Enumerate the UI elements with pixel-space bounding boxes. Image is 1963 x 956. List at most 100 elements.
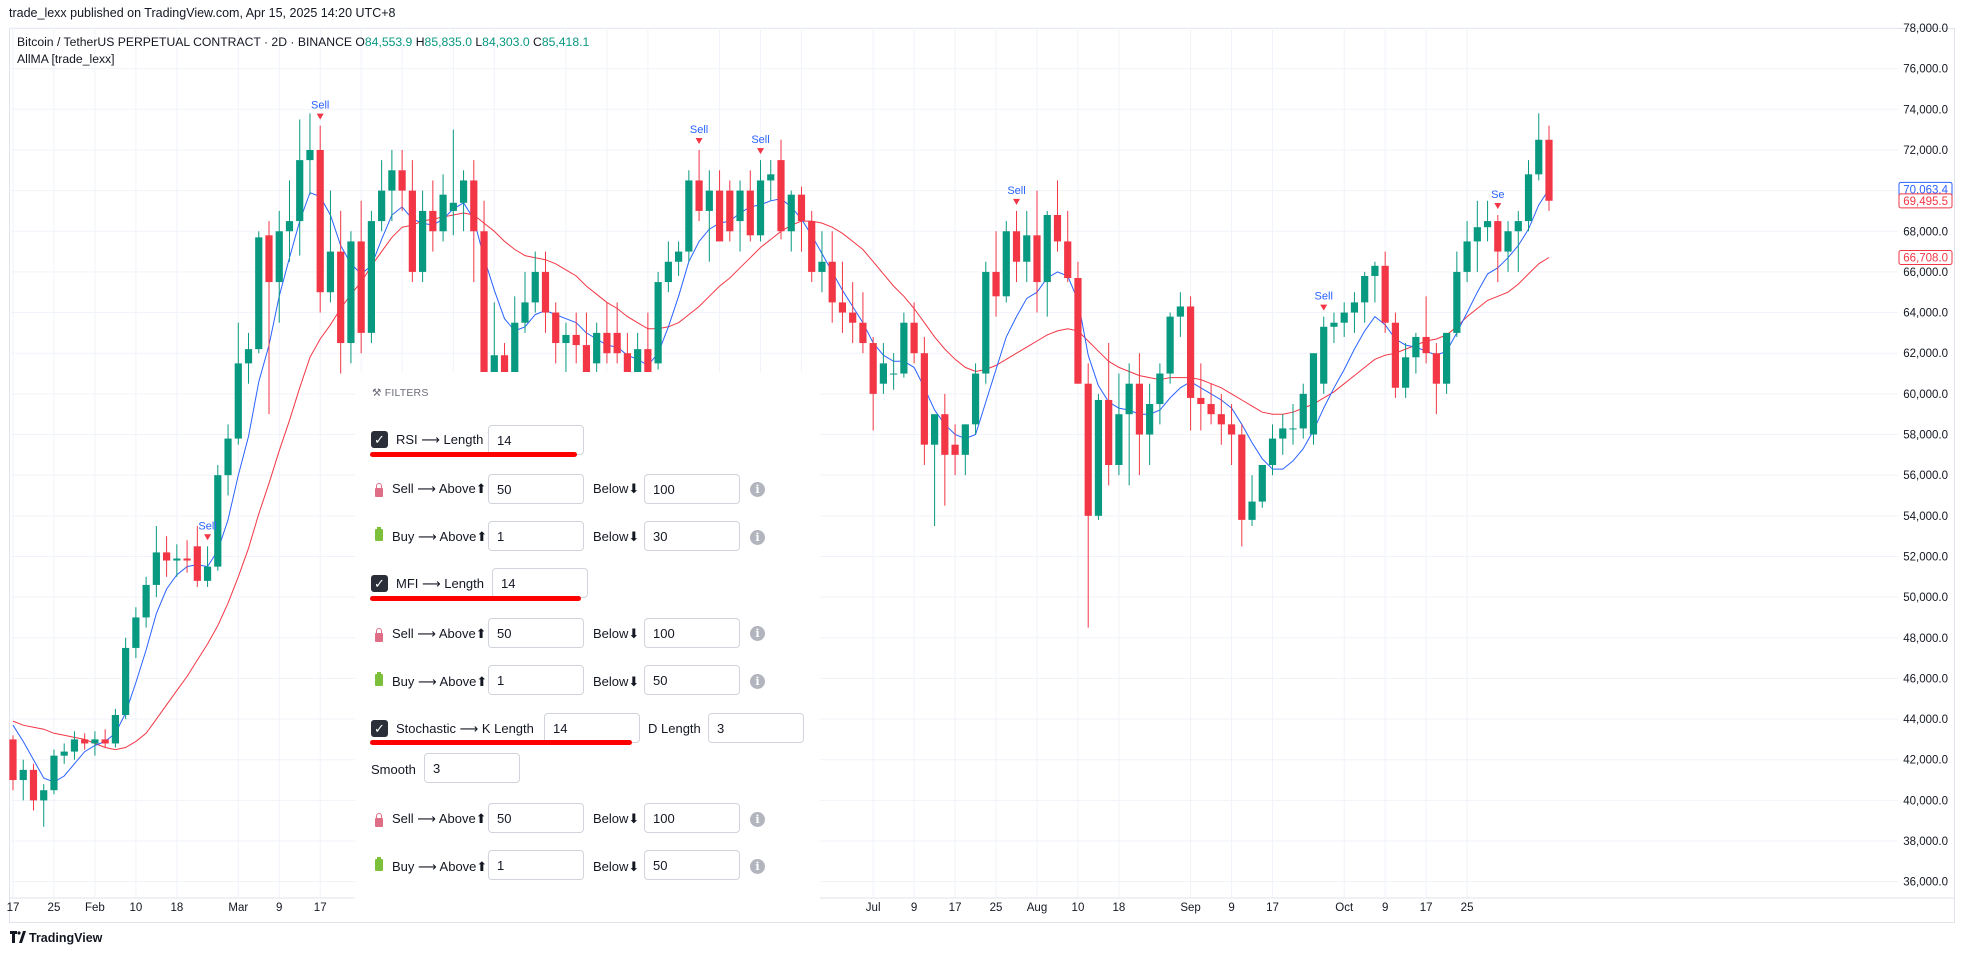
candle-body <box>644 349 652 378</box>
stochastic-d-length-label: D Length <box>648 721 701 736</box>
mfi-sell-above-input[interactable]: 50 <box>488 618 584 648</box>
candle <box>1279 414 1287 455</box>
y-tick-label: 66,000.0 <box>1903 267 1948 279</box>
info-icon[interactable]: i <box>750 859 765 874</box>
candle <box>1320 316 1328 394</box>
legend-row-symbol: Bitcoin / TetherUS PERPETUAL CONTRACT · … <box>17 34 589 51</box>
rsi-checkbox[interactable]: ✓ <box>371 431 388 448</box>
candle-body <box>1227 424 1236 435</box>
candle <box>296 119 304 256</box>
indicator-name[interactable]: AllMA [trade_lexx] <box>17 52 115 66</box>
candle-body <box>439 194 447 232</box>
candle-body <box>459 180 468 203</box>
highlight-underline <box>370 452 577 457</box>
highlight-underline <box>370 596 581 601</box>
candle <box>685 170 693 262</box>
candle <box>777 139 785 240</box>
candle <box>101 729 109 748</box>
candle <box>736 180 744 252</box>
filters-header-label: FILTERS <box>384 387 429 399</box>
info-icon[interactable]: i <box>750 482 765 497</box>
info-icon[interactable]: i <box>750 674 765 689</box>
candle-body <box>541 271 550 313</box>
filters-panel: ⚒ FILTERS ✓ RSI ⟶ Length 14 Sell ⟶ Above… <box>355 372 820 915</box>
candle <box>1258 465 1266 508</box>
stochastic-buy-below-input[interactable]: 50 <box>644 850 740 880</box>
x-tick-label: 9 <box>1382 902 1388 914</box>
candle-body <box>203 566 212 581</box>
candle-body <box>736 190 744 222</box>
rsi-length-input[interactable]: 14 <box>488 425 584 455</box>
candle <box>1197 363 1205 431</box>
candle-body <box>675 251 683 262</box>
candle-body <box>849 312 857 323</box>
candle <box>1248 475 1256 526</box>
stochastic-sell-above-input[interactable]: 50 <box>488 803 584 833</box>
y-tick-label: 64,000.0 <box>1903 308 1948 320</box>
candle-body <box>1432 353 1440 384</box>
candle-body <box>634 349 642 374</box>
candle-body <box>1289 428 1297 430</box>
lock-icon <box>375 813 383 827</box>
candle-body <box>163 552 171 561</box>
candle-body <box>265 235 273 283</box>
candle <box>9 735 17 791</box>
x-tick-label: 18 <box>170 902 183 914</box>
sell-triangle-icon <box>1320 304 1328 311</box>
sell-signal-label: Sell <box>690 124 708 136</box>
candle <box>1227 404 1236 465</box>
mfi-buy-above-input[interactable]: 1 <box>488 665 584 695</box>
candle <box>173 544 181 577</box>
rsi-sell-below-input[interactable]: 100 <box>644 474 740 504</box>
sell-signals: Sell Sell Sell Sell Sell Sell Se <box>198 100 1505 541</box>
candle-body <box>879 363 887 384</box>
y-tick-label: 50,000.0 <box>1903 592 1948 604</box>
below-label: Below⬇ <box>593 674 640 689</box>
battery-icon <box>375 857 383 871</box>
candle-body <box>9 739 17 781</box>
sell-triangle-icon <box>1013 198 1021 205</box>
stochastic-checkbox[interactable]: ✓ <box>371 720 388 737</box>
candle <box>1330 312 1338 344</box>
below-label: Below⬇ <box>593 626 640 641</box>
candle <box>879 343 887 394</box>
info-icon[interactable]: i <box>750 812 765 827</box>
mfi-sell-below-input[interactable]: 100 <box>644 618 740 648</box>
candle <box>1012 210 1021 283</box>
candle-body <box>1340 312 1348 323</box>
sell-signal: Sell <box>311 100 329 120</box>
stochastic-sell-below-input[interactable]: 100 <box>644 803 740 833</box>
sell-signal: Se <box>1491 189 1505 209</box>
symbol-name[interactable]: Bitcoin / TetherUS PERPETUAL CONTRACT · … <box>17 35 353 49</box>
mfi-checkbox[interactable]: ✓ <box>371 575 388 592</box>
below-label: Below⬇ <box>593 859 640 874</box>
mfi-length-input[interactable]: 14 <box>492 568 588 598</box>
tradingview-logo[interactable]: TradingView <box>10 931 102 945</box>
time-axis: 1725Feb1018Mar91725Apr1018May1018Jun917J… <box>7 897 1954 914</box>
filters-header: ⚒ FILTERS <box>372 387 429 399</box>
stochastic-buy-above-input[interactable]: 1 <box>488 850 584 880</box>
candle <box>1023 210 1031 283</box>
candle-body <box>285 221 294 232</box>
info-icon[interactable]: i <box>750 626 765 641</box>
mfi-length-label: MFI ⟶ Length <box>396 576 485 591</box>
candle <box>1514 210 1522 272</box>
close-value: 85,418.1 <box>541 35 590 49</box>
rsi-buy-below-input[interactable]: 30 <box>644 521 740 551</box>
rsi-buy-above-input[interactable]: 1 <box>488 521 584 551</box>
info-icon[interactable]: i <box>750 530 765 545</box>
stochastic-k-length-input[interactable]: 14 <box>544 713 640 743</box>
rsi-sell-above-input[interactable]: 50 <box>488 474 584 504</box>
candle-body <box>1064 241 1072 279</box>
smooth-input[interactable]: 3 <box>424 753 520 783</box>
stochastic-d-length-input[interactable]: 3 <box>708 713 804 743</box>
candle-body <box>1176 306 1184 317</box>
price-chart[interactable]: Sell Sell Sell Sell Sell Sell Se 36,000.0 38,00… <box>0 0 1963 930</box>
candle-body <box>869 343 877 394</box>
mfi-buy-below-input[interactable]: 50 <box>644 665 740 695</box>
candle-body <box>521 302 529 323</box>
candle <box>470 160 478 283</box>
lock-icon <box>375 483 383 497</box>
candle-body <box>818 261 826 272</box>
candle-body <box>1187 306 1195 398</box>
